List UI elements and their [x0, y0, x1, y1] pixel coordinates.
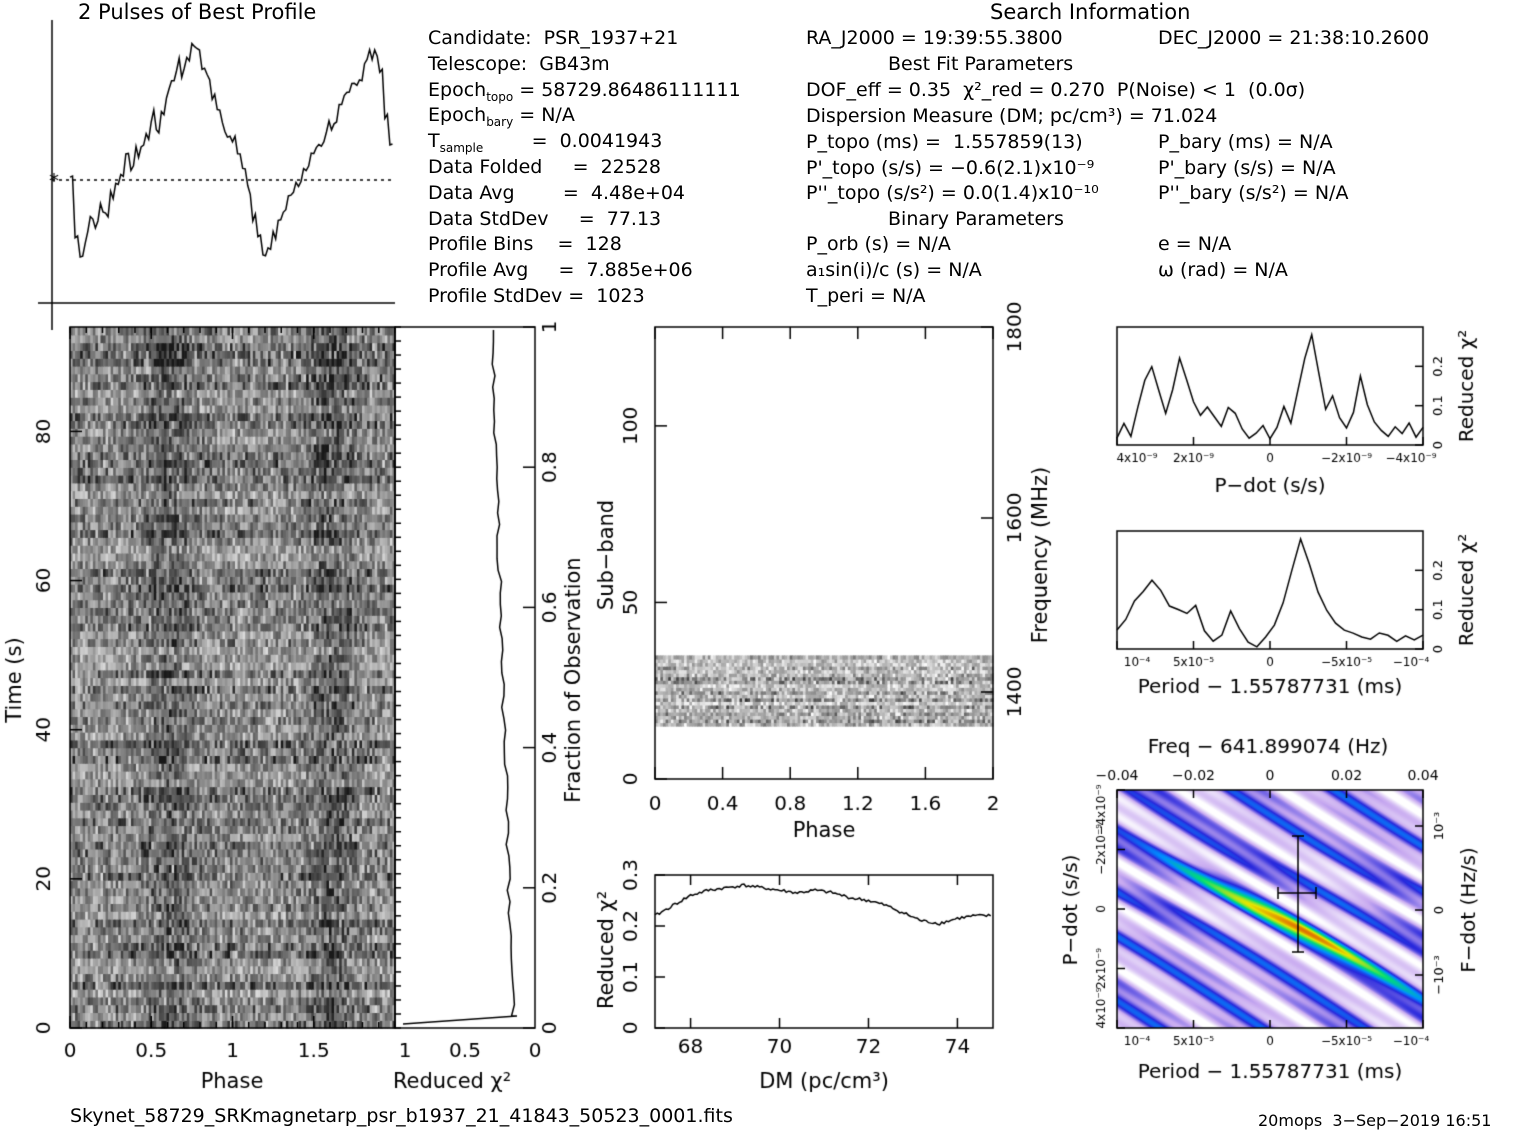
pbary-line: P_bary (ms) = N/A: [1158, 131, 1333, 153]
tperi-line: T_peri = N/A: [806, 285, 926, 307]
profile-title: 2 Pulses of Best Profile: [78, 0, 317, 24]
info-left-row: Telescope: GB43m: [428, 52, 610, 75]
pdbary-line: P'_bary (s/s) = N/A: [1158, 157, 1336, 179]
info-left-row: Profile StdDev = 1023: [428, 285, 645, 307]
ecc-line: e = N/A: [1158, 233, 1232, 255]
omega-line: ω (rad) = N/A: [1158, 259, 1288, 281]
info-left-row: Epochtopo = 58729.86486111111: [428, 78, 741, 104]
ra-line: RA_J2000 = 19:39:55.3800: [806, 27, 1063, 49]
info-left-row: Candidate: PSR_1937+21: [428, 27, 679, 49]
info-left-row: Data StdDev = 77.13: [428, 207, 662, 230]
dec-line: DEC_J2000 = 21:38:10.2600: [1158, 27, 1430, 49]
pddtopo-line: P''_topo (s/s²) = 0.0(1.4)x10⁻¹⁰: [806, 182, 1099, 204]
footer-stamp: 20mops 3−Sep−2019 16:51: [1258, 1111, 1492, 1130]
info-left-row: Profile Bins = 128: [428, 233, 622, 256]
pdtopo-line: P'_topo (s/s) = −0.6(2.1)x10⁻⁹: [806, 157, 1095, 179]
info-left-row: Data Folded = 22528: [428, 156, 662, 178]
info-left-row: Tsample = 0.0041943: [428, 130, 663, 155]
info-left-row: Profile Avg = 7.885e+06: [428, 259, 693, 282]
search-title: Search Information: [990, 0, 1191, 24]
dm-line: Dispersion Measure (DM; pc/cm³) = 71.024: [806, 105, 1218, 127]
pddbary-line: P''_bary (s/s²) = N/A: [1158, 182, 1349, 204]
dof-line: DOF_eff = 0.35 χ²_red = 0.270 P(Noise) <…: [806, 79, 1306, 101]
porb-line: P_orb (s) = N/A: [806, 233, 951, 255]
best-fit-title: Best Fit Parameters: [888, 53, 1074, 75]
a1-line: a₁sin(i)/c (s) = N/A: [806, 259, 982, 281]
info-left-row: Epochbary = N/A: [428, 104, 575, 130]
footer-filename: Skynet_58729_SRKmagnetarp_psr_b1937_21_4…: [70, 1105, 733, 1127]
binary-title: Binary Parameters: [888, 208, 1064, 230]
info-left-row: Data Avg = 4.48e+04: [428, 181, 686, 204]
ptopo-line: P_topo (ms) = 1.557859(13): [806, 131, 1083, 153]
